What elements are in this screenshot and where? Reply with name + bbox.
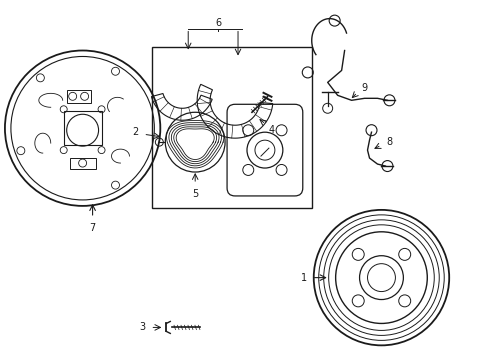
Text: 5: 5 (192, 189, 198, 199)
Bar (69, 158, 95, 169)
Text: 8: 8 (386, 137, 392, 147)
Text: 1: 1 (300, 273, 306, 283)
Text: 3: 3 (139, 323, 145, 332)
Text: 6: 6 (215, 18, 221, 28)
Bar (152, 46, 311, 208)
Text: 2: 2 (132, 127, 138, 137)
Text: 9: 9 (361, 84, 367, 93)
Text: 7: 7 (89, 223, 96, 233)
Text: 4: 4 (268, 125, 274, 135)
Bar (66, 90, 90, 103)
Bar (63, 111, 102, 145)
